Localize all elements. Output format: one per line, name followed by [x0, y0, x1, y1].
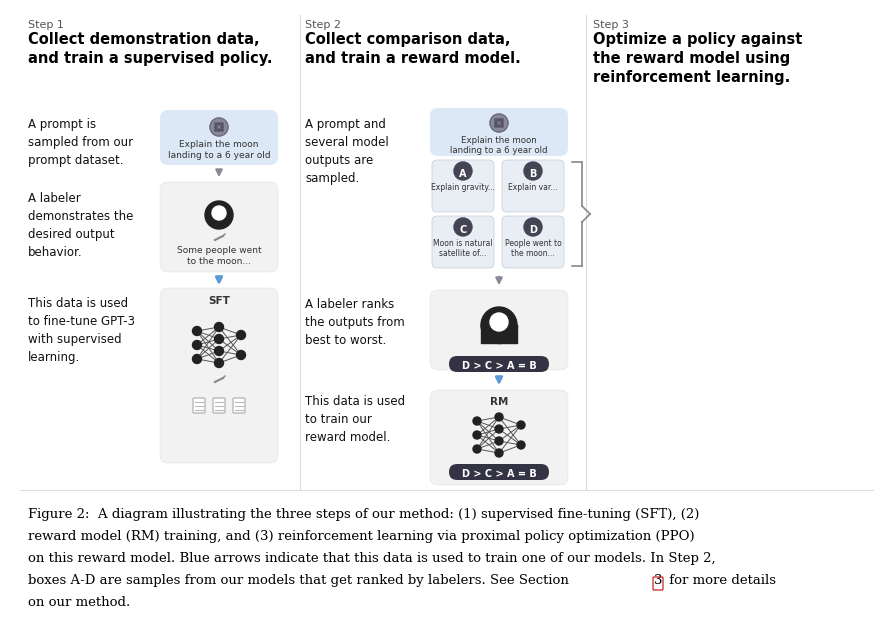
Text: Explain var...: Explain var...: [508, 183, 558, 192]
Circle shape: [205, 201, 233, 229]
Circle shape: [473, 445, 481, 453]
Circle shape: [215, 126, 217, 128]
Circle shape: [501, 125, 503, 127]
Text: boxes A-D are samples from our models that get ranked by labelers. See Section: boxes A-D are samples from our models th…: [28, 574, 573, 587]
Circle shape: [214, 358, 223, 368]
FancyBboxPatch shape: [160, 110, 278, 165]
Circle shape: [501, 119, 503, 121]
Text: This data is used
to train our
reward model.: This data is used to train our reward mo…: [305, 395, 405, 444]
Circle shape: [193, 354, 202, 363]
Text: D: D: [529, 225, 537, 235]
Text: D > C > A = B: D > C > A = B: [462, 469, 537, 479]
FancyBboxPatch shape: [160, 288, 278, 463]
Text: A prompt and
several model
outputs are
sampled.: A prompt and several model outputs are s…: [305, 118, 388, 185]
FancyBboxPatch shape: [502, 216, 564, 268]
Text: on our method.: on our method.: [28, 596, 130, 609]
Circle shape: [454, 218, 472, 236]
Circle shape: [495, 413, 503, 421]
Circle shape: [473, 417, 481, 425]
FancyBboxPatch shape: [430, 390, 568, 485]
FancyBboxPatch shape: [449, 356, 549, 372]
Circle shape: [524, 162, 542, 180]
Text: RM: RM: [490, 397, 508, 407]
Circle shape: [454, 162, 472, 180]
Text: A prompt is
sampled from our
prompt dataset.: A prompt is sampled from our prompt data…: [28, 118, 133, 167]
Circle shape: [495, 125, 497, 127]
Circle shape: [193, 327, 202, 335]
Text: Explain gravity...: Explain gravity...: [431, 183, 495, 192]
Circle shape: [490, 114, 508, 132]
Text: Step 1: Step 1: [28, 20, 64, 30]
Circle shape: [517, 441, 525, 449]
Text: Moon is natural
satellite of...: Moon is natural satellite of...: [433, 239, 493, 259]
Circle shape: [497, 125, 500, 127]
Circle shape: [495, 119, 497, 121]
Circle shape: [221, 126, 223, 128]
Circle shape: [237, 351, 246, 359]
Circle shape: [473, 431, 481, 439]
Text: This data is used
to fine-tune GPT-3
with supervised
learning.: This data is used to fine-tune GPT-3 wit…: [28, 297, 135, 364]
Text: Figure 2:  A diagram illustrating the three steps of our method: (1) supervised : Figure 2: A diagram illustrating the thr…: [28, 508, 699, 521]
Circle shape: [495, 437, 503, 445]
Circle shape: [237, 330, 246, 339]
Text: B: B: [530, 169, 537, 179]
Text: A labeler ranks
the outputs from
best to worst.: A labeler ranks the outputs from best to…: [305, 298, 405, 347]
FancyBboxPatch shape: [430, 108, 568, 156]
Circle shape: [193, 340, 202, 349]
Circle shape: [210, 118, 228, 136]
Text: C: C: [459, 225, 467, 235]
Text: A labeler
demonstrates the
desired output
behavior.: A labeler demonstrates the desired outpu…: [28, 192, 133, 259]
Circle shape: [214, 335, 223, 344]
Text: SFT: SFT: [208, 296, 230, 306]
Text: Optimize a policy against
the reward model using
reinforcement learning.: Optimize a policy against the reward mod…: [593, 32, 803, 86]
FancyBboxPatch shape: [432, 160, 494, 212]
Text: Collect comparison data,
and train a reward model.: Collect comparison data, and train a rew…: [305, 32, 521, 66]
Circle shape: [495, 122, 497, 124]
FancyBboxPatch shape: [160, 182, 278, 272]
Circle shape: [214, 323, 223, 332]
Text: People went to
the moon...: People went to the moon...: [505, 239, 562, 259]
Circle shape: [221, 129, 223, 131]
Circle shape: [215, 129, 217, 131]
Circle shape: [215, 123, 217, 125]
Circle shape: [221, 123, 223, 125]
Circle shape: [524, 218, 542, 236]
Text: D > C > A = B: D > C > A = B: [462, 361, 537, 371]
FancyBboxPatch shape: [193, 398, 205, 413]
Text: Step 3: Step 3: [593, 20, 629, 30]
Text: 3: 3: [654, 574, 663, 587]
FancyBboxPatch shape: [430, 290, 568, 370]
Circle shape: [212, 206, 226, 220]
Circle shape: [495, 425, 503, 433]
Text: reward model (RM) training, and (3) reinforcement learning via proximal policy o: reward model (RM) training, and (3) rein…: [28, 530, 695, 543]
Circle shape: [490, 313, 508, 331]
Text: Step 2: Step 2: [305, 20, 341, 30]
Circle shape: [495, 449, 503, 457]
Circle shape: [517, 421, 525, 429]
FancyBboxPatch shape: [502, 160, 564, 212]
Text: Collect demonstration data,
and train a supervised policy.: Collect demonstration data, and train a …: [28, 32, 272, 66]
FancyBboxPatch shape: [213, 398, 225, 413]
Circle shape: [501, 122, 503, 124]
Circle shape: [497, 119, 500, 121]
Circle shape: [218, 129, 221, 131]
Text: on this reward model. Blue arrows indicate that this data is used to train one o: on this reward model. Blue arrows indica…: [28, 552, 715, 565]
Circle shape: [214, 347, 223, 356]
FancyBboxPatch shape: [449, 464, 549, 480]
FancyBboxPatch shape: [233, 398, 245, 413]
Text: Explain the moon
landing to a 6 year old: Explain the moon landing to a 6 year old: [450, 136, 547, 155]
Text: Some people went
to the moon...: Some people went to the moon...: [177, 246, 262, 266]
Text: Explain the moon
landing to a 6 year old: Explain the moon landing to a 6 year old: [168, 140, 271, 160]
Text: A: A: [459, 169, 467, 179]
Text: for more details: for more details: [665, 574, 776, 587]
FancyBboxPatch shape: [432, 216, 494, 268]
Circle shape: [218, 123, 221, 125]
Circle shape: [481, 307, 517, 343]
